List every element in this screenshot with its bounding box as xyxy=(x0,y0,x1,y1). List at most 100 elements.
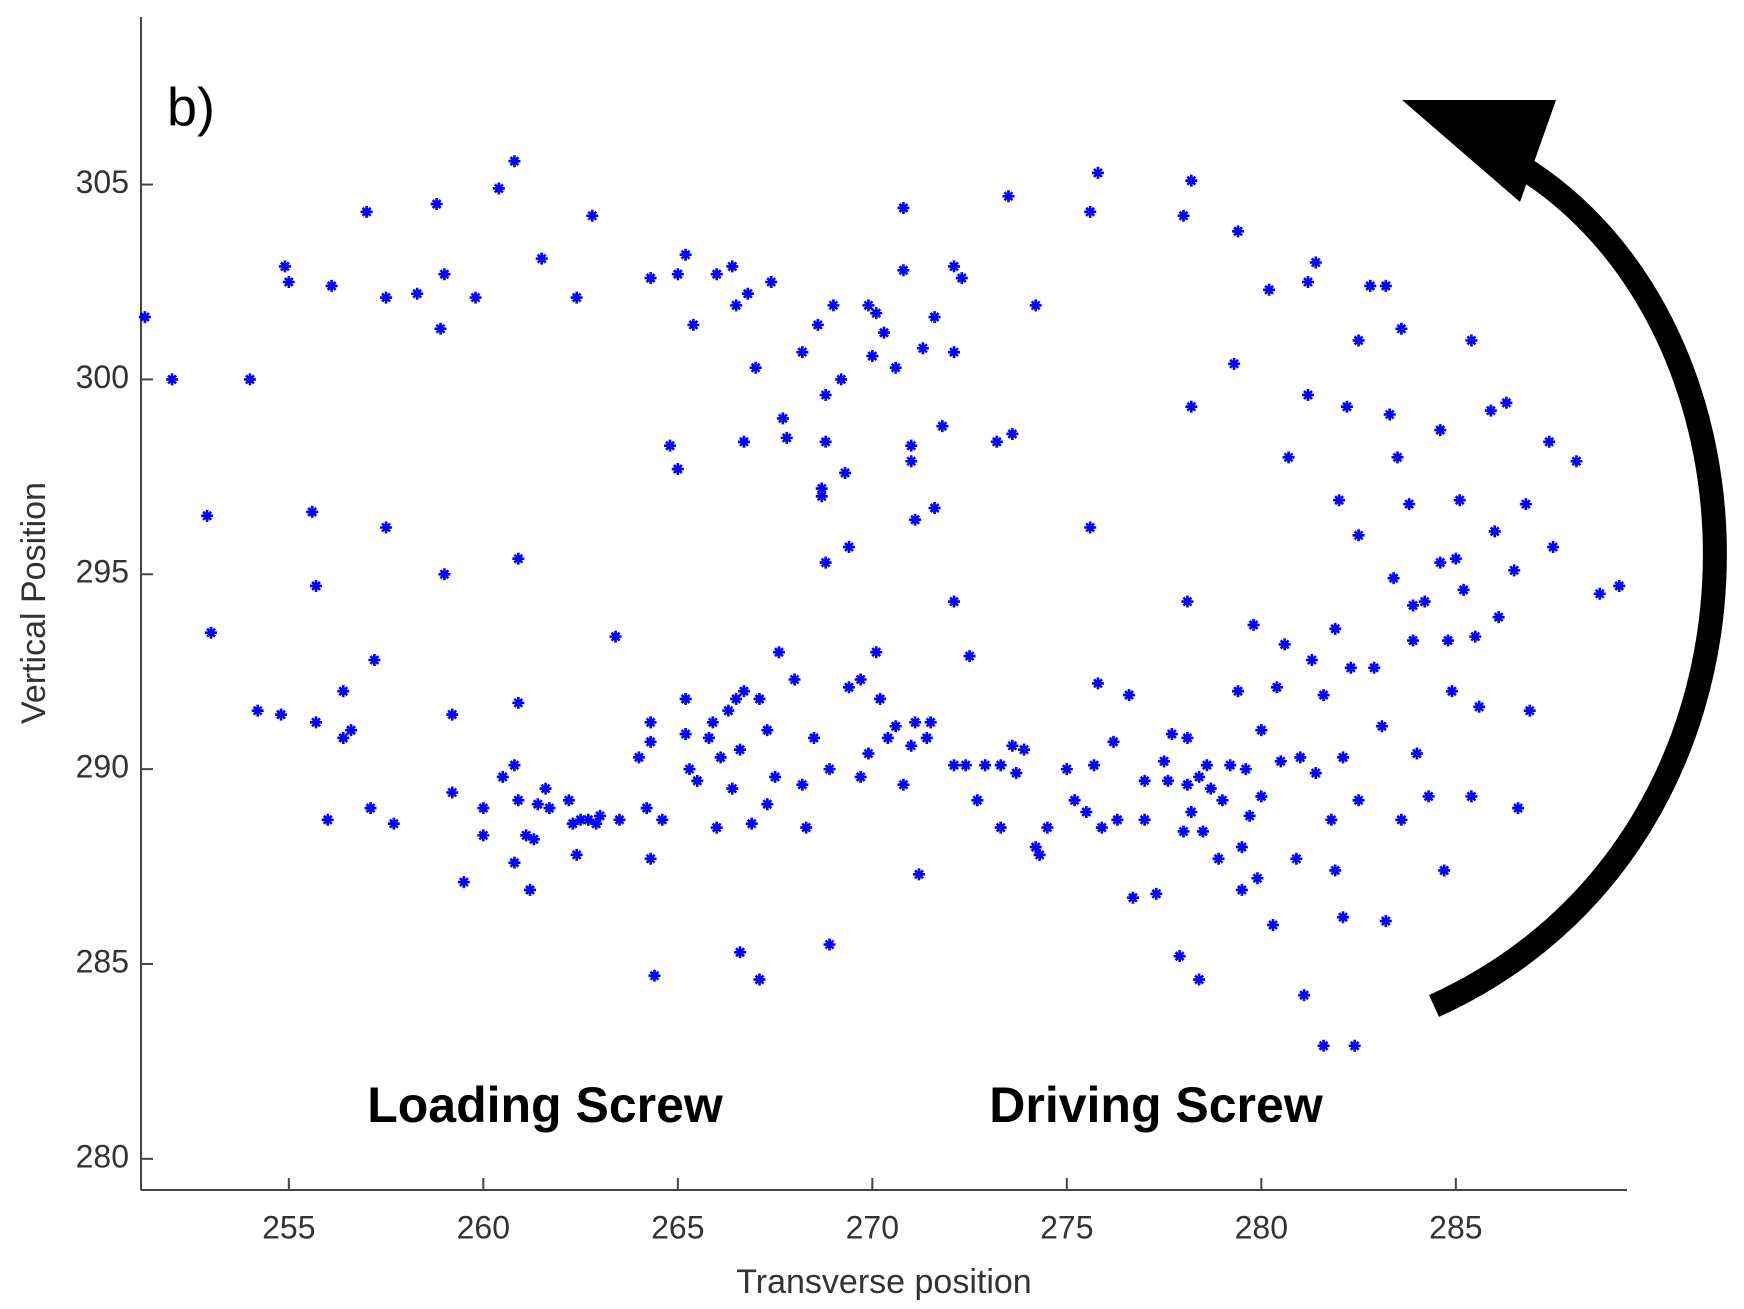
point xyxy=(337,731,350,744)
point xyxy=(1302,275,1315,288)
y-tick-label: 295 xyxy=(76,554,129,590)
point xyxy=(1216,794,1229,807)
point xyxy=(512,794,525,807)
point xyxy=(862,299,875,312)
point xyxy=(815,490,828,503)
point xyxy=(1340,400,1353,413)
point xyxy=(1235,883,1248,896)
point xyxy=(1255,724,1268,737)
point xyxy=(1084,205,1097,218)
point xyxy=(714,751,727,764)
point xyxy=(325,279,338,292)
point xyxy=(1375,720,1388,733)
point xyxy=(878,326,890,339)
point xyxy=(1434,424,1447,437)
point xyxy=(909,513,922,526)
point xyxy=(632,751,645,764)
point xyxy=(1512,802,1525,815)
point xyxy=(1368,661,1381,674)
point xyxy=(1469,630,1482,643)
point xyxy=(706,716,719,729)
point xyxy=(508,759,521,772)
point xyxy=(1309,256,1322,269)
point xyxy=(1500,396,1513,409)
point xyxy=(734,743,747,756)
point xyxy=(807,731,820,744)
point xyxy=(1111,813,1124,826)
point xyxy=(1465,334,1478,347)
point xyxy=(1138,774,1151,787)
point xyxy=(1158,755,1171,768)
point xyxy=(1068,794,1081,807)
point xyxy=(1395,813,1408,826)
point xyxy=(1091,166,1104,179)
point xyxy=(913,868,926,881)
point xyxy=(683,763,696,776)
point xyxy=(1337,751,1350,764)
point xyxy=(761,724,774,737)
point xyxy=(780,431,793,444)
point xyxy=(1274,755,1287,768)
point xyxy=(854,673,867,686)
point xyxy=(1309,767,1322,780)
point xyxy=(1317,1039,1330,1052)
point xyxy=(679,728,692,741)
point xyxy=(1422,790,1435,803)
point xyxy=(928,502,941,515)
point xyxy=(1123,689,1136,702)
point xyxy=(1235,841,1248,854)
point xyxy=(819,435,832,448)
point xyxy=(574,813,587,826)
point xyxy=(1231,685,1244,698)
point xyxy=(1473,700,1486,713)
point xyxy=(582,813,595,826)
x-tick-label: 255 xyxy=(262,1209,315,1245)
point xyxy=(278,260,291,273)
point xyxy=(1126,891,1139,904)
point xyxy=(512,552,525,565)
point xyxy=(1033,848,1046,861)
point xyxy=(446,708,459,721)
point xyxy=(644,852,657,865)
point xyxy=(909,716,922,729)
point xyxy=(430,198,443,211)
point xyxy=(508,155,521,168)
point xyxy=(1006,739,1019,752)
point xyxy=(1002,190,1015,203)
point xyxy=(870,307,883,320)
point xyxy=(1204,782,1217,795)
point xyxy=(769,770,782,783)
point xyxy=(1418,595,1431,608)
point xyxy=(671,268,684,281)
point xyxy=(745,817,758,830)
point xyxy=(1484,404,1497,417)
point xyxy=(380,291,393,304)
point xyxy=(1177,825,1190,838)
point xyxy=(1091,677,1104,690)
point xyxy=(1088,759,1101,772)
point xyxy=(687,318,700,331)
point xyxy=(496,770,509,783)
point xyxy=(508,856,521,869)
point xyxy=(823,938,836,951)
point xyxy=(648,969,661,982)
point xyxy=(1337,911,1350,924)
x-tick-label: 260 xyxy=(457,1209,510,1245)
point xyxy=(827,299,840,312)
point xyxy=(1344,661,1357,674)
point xyxy=(570,291,583,304)
point xyxy=(1543,435,1556,448)
point xyxy=(1181,595,1194,608)
point xyxy=(457,876,470,889)
point xyxy=(796,346,809,359)
point xyxy=(446,786,459,799)
point xyxy=(1212,852,1225,865)
point xyxy=(1060,763,1073,776)
point xyxy=(1329,864,1342,877)
point xyxy=(438,568,451,581)
point xyxy=(870,646,883,659)
point xyxy=(1352,334,1365,347)
point xyxy=(1080,805,1093,818)
point xyxy=(1041,821,1054,834)
